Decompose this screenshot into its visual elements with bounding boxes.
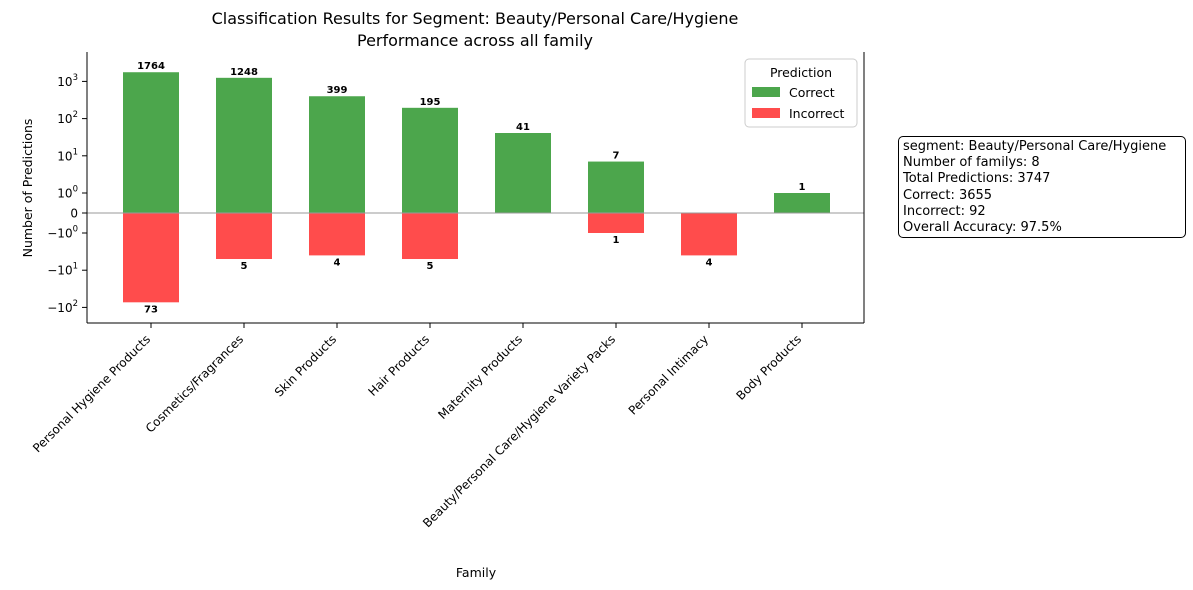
bar-incorrect-hair-products xyxy=(402,213,458,260)
x-tick-label-personal-hygiene-products: Personal Hygiene Products xyxy=(30,332,153,455)
summary-family-count: Number of familys: 8 xyxy=(903,155,1040,171)
x-tick-label-skin-products: Skin Products xyxy=(272,332,339,399)
y-tick-label-3: 100 xyxy=(57,185,78,201)
summary-total: Total Predictions: 3747 xyxy=(903,171,1051,187)
bar-incorrect-cosmetics-fragrances xyxy=(216,213,272,260)
bar-correct-cosmetics-fragrances xyxy=(216,77,272,213)
legend-swatch-correct xyxy=(752,87,780,97)
summary-accuracy: Overall Accuracy: 97.5% xyxy=(903,220,1062,236)
y-tick-label-7: −102 xyxy=(47,299,78,315)
bar-incorrect-beauty-personal-care-hygiene-variety-packs xyxy=(588,213,644,233)
x-tick-label-maternity-products: Maternity Products xyxy=(435,332,525,422)
y-tick-label-0: 103 xyxy=(57,73,78,89)
x-ticks-group: Personal Hygiene ProductsCosmetics/Fragr… xyxy=(30,323,804,530)
x-tick-label-hair-products: Hair Products xyxy=(365,332,432,399)
bar-correct-skin-products xyxy=(309,96,365,213)
y-tick-label-4: 0 xyxy=(70,207,78,221)
bar-correct-body-products xyxy=(774,193,830,213)
data-label-incorrect-beauty-personal-care-hygiene-variety-packs: 1 xyxy=(613,235,620,246)
chart-title: Classification Results for Segment: Beau… xyxy=(212,9,739,28)
bar-correct-hair-products xyxy=(402,107,458,213)
chart-subtitle: Performance across all family xyxy=(357,31,593,50)
legend-label-correct: Correct xyxy=(789,85,835,100)
legend-title: Prediction xyxy=(770,65,832,80)
data-label-correct-hair-products: 195 xyxy=(420,97,441,108)
data-label-incorrect-hair-products: 5 xyxy=(427,261,434,272)
bar-correct-maternity-products xyxy=(495,133,551,213)
y-tick-label-6: −101 xyxy=(47,262,78,278)
bar-incorrect-personal-hygiene-products xyxy=(123,213,179,303)
summary-segment: segment: Beauty/Personal Care/Hygiene xyxy=(903,139,1167,154)
x-tick-label-cosmetics-fragrances: Cosmetics/Fragrances xyxy=(143,332,246,435)
x-axis-label: Family xyxy=(456,565,497,580)
data-label-correct-skin-products: 399 xyxy=(327,85,348,96)
data-label-incorrect-personal-intimacy: 4 xyxy=(706,257,713,268)
summary-correct: Correct: 3655 xyxy=(903,187,993,203)
data-label-incorrect-skin-products: 4 xyxy=(334,257,341,268)
data-label-correct-body-products: 1 xyxy=(799,182,806,193)
data-label-correct-beauty-personal-care-hygiene-variety-packs: 7 xyxy=(613,151,620,162)
data-label-correct-maternity-products: 41 xyxy=(516,122,530,133)
y-tick-label-1: 102 xyxy=(57,110,78,126)
y-tick-label-2: 101 xyxy=(57,147,78,163)
data-label-incorrect-cosmetics-fragrances: 5 xyxy=(241,261,248,272)
y-tick-label-5: −100 xyxy=(47,225,78,241)
bar-correct-beauty-personal-care-hygiene-variety-packs xyxy=(588,161,644,213)
y-axis-label: Number of Predictions xyxy=(20,119,35,258)
y-ticks-group: 103 102 101 100 0 −100 −101 −102 xyxy=(47,73,87,315)
bar-incorrect-skin-products xyxy=(309,213,365,256)
legend-swatch-incorrect xyxy=(752,108,780,118)
data-label-incorrect-personal-hygiene-products: 73 xyxy=(144,304,158,315)
bar-correct-personal-hygiene-products xyxy=(123,72,179,213)
bar-incorrect-personal-intimacy xyxy=(681,213,737,256)
summary-incorrect: Incorrect: 92 xyxy=(903,203,986,219)
legend: Prediction Correct Incorrect xyxy=(744,58,858,128)
x-tick-label-body-products: Body Products xyxy=(733,332,804,403)
data-label-correct-cosmetics-fragrances: 1248 xyxy=(230,67,258,78)
summary-box: segment: Beauty/Personal Care/Hygiene Nu… xyxy=(898,136,1186,238)
data-label-correct-personal-hygiene-products: 1764 xyxy=(137,61,165,72)
legend-label-incorrect: Incorrect xyxy=(789,106,844,121)
x-tick-label-personal-intimacy: Personal Intimacy xyxy=(626,332,711,417)
x-tick-label-beauty-personal-care-hygiene-variety-packs: Beauty/Personal Care/Hygiene Variety Pac… xyxy=(420,332,618,530)
